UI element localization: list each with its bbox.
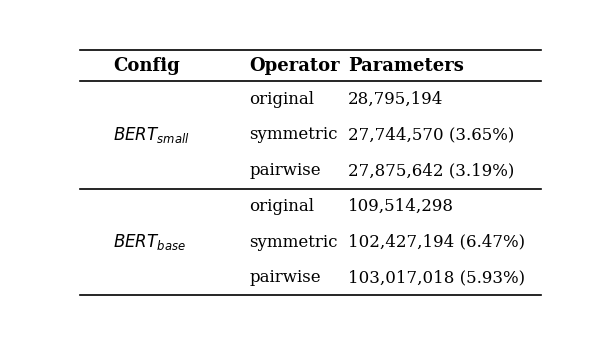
Text: Operator: Operator — [250, 57, 340, 75]
Text: symmetric: symmetric — [250, 126, 338, 144]
Text: Parameters: Parameters — [348, 57, 464, 75]
Text: 27,875,642 (3.19%): 27,875,642 (3.19%) — [348, 162, 514, 180]
Text: 109,514,298: 109,514,298 — [348, 198, 454, 215]
Text: 102,427,194 (6.47%): 102,427,194 (6.47%) — [348, 233, 525, 251]
Text: original: original — [250, 91, 315, 107]
Text: original: original — [250, 198, 315, 215]
Text: pairwise: pairwise — [250, 269, 321, 286]
Text: 103,017,018 (5.93%): 103,017,018 (5.93%) — [348, 269, 525, 286]
Text: $BERT_{small}$: $BERT_{small}$ — [113, 125, 190, 145]
Text: $BERT_{base}$: $BERT_{base}$ — [113, 232, 186, 252]
Text: symmetric: symmetric — [250, 233, 338, 251]
Text: pairwise: pairwise — [250, 162, 321, 180]
Text: Config: Config — [113, 57, 180, 75]
Text: 28,795,194: 28,795,194 — [348, 91, 444, 107]
Text: 27,744,570 (3.65%): 27,744,570 (3.65%) — [348, 126, 514, 144]
